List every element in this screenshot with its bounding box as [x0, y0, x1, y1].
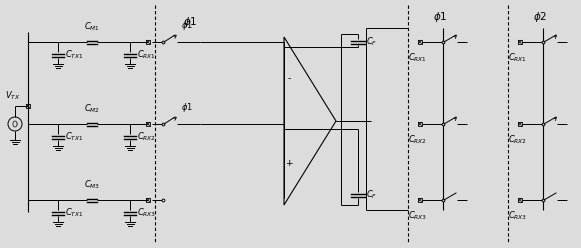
Text: $C_{RX3}$: $C_{RX3}$	[508, 210, 528, 222]
Text: $V_{TX}$: $V_{TX}$	[5, 90, 20, 102]
Text: $C_{RX2}$: $C_{RX2}$	[508, 134, 528, 147]
Text: +: +	[285, 158, 293, 167]
Text: $C_{TX1}$: $C_{TX1}$	[65, 207, 84, 219]
Bar	[146, 122, 150, 126]
Text: $C_{M2}$: $C_{M2}$	[84, 102, 100, 115]
Text: $C_F$: $C_F$	[366, 36, 377, 48]
Text: $C_{RX3}$: $C_{RX3}$	[137, 207, 156, 219]
Bar	[518, 198, 522, 202]
Bar	[518, 122, 522, 126]
Text: $C_{RX2}$: $C_{RX2}$	[408, 134, 428, 147]
Text: $C_{TX1}$: $C_{TX1}$	[65, 49, 84, 61]
Text: $\phi1$: $\phi1$	[433, 10, 447, 24]
Text: $\phi1$: $\phi1$	[181, 101, 193, 114]
Text: $C_{M3}$: $C_{M3}$	[84, 179, 100, 191]
Text: -: -	[288, 74, 290, 84]
Bar	[418, 198, 422, 202]
Text: $C_{M1}$: $C_{M1}$	[84, 21, 100, 33]
Text: $\phi1$: $\phi1$	[183, 15, 198, 29]
Text: $\phi1$: $\phi1$	[181, 19, 193, 32]
Bar	[418, 122, 422, 126]
Bar	[418, 40, 422, 44]
Text: $C_F$: $C_F$	[366, 189, 377, 201]
Text: $C_{RX2}$: $C_{RX2}$	[137, 131, 156, 143]
Bar	[518, 40, 522, 44]
Text: $C_{RX3}$: $C_{RX3}$	[408, 210, 428, 222]
Text: $C_{RX1}$: $C_{RX1}$	[408, 52, 428, 64]
Bar	[26, 104, 30, 108]
Text: $C_{RX1}$: $C_{RX1}$	[137, 49, 156, 61]
Text: $\phi2$: $\phi2$	[533, 10, 547, 24]
Bar	[146, 198, 150, 202]
Bar	[146, 40, 150, 44]
Text: $C_{TX1}$: $C_{TX1}$	[65, 131, 84, 143]
Text: $C_{RX1}$: $C_{RX1}$	[508, 52, 528, 64]
